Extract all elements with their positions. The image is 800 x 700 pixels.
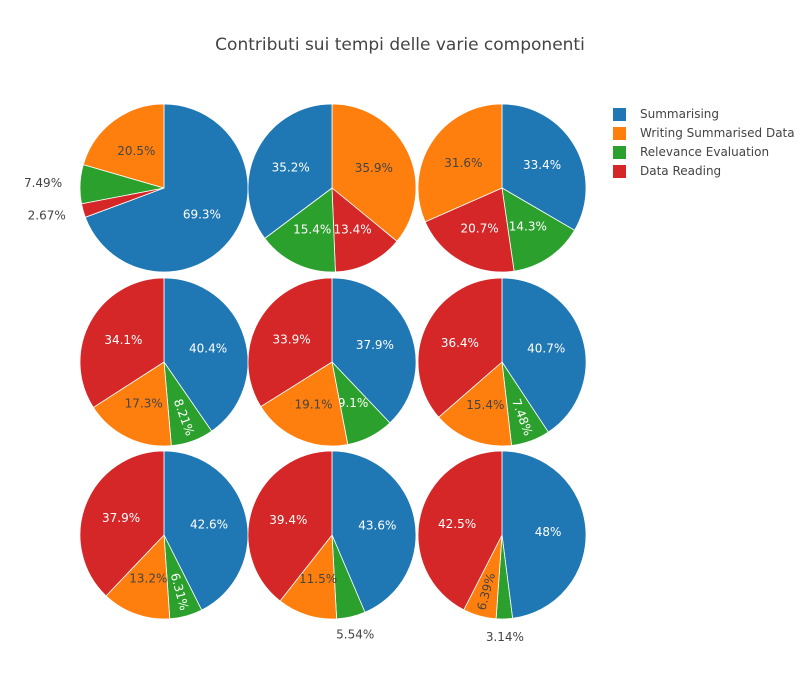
pie-1-label-summarising: 69.3% [183, 207, 221, 221]
pie-7-label-data-reading: 37.9% [102, 511, 140, 525]
legend-swatch [613, 146, 626, 159]
pie-5-label-relevance-evaluation: 9.1% [338, 396, 369, 410]
pie-5-slice-writing-summarised-data[interactable] [260, 361, 349, 447]
pie-6-label-summarising: 40.7% [527, 342, 565, 356]
pie-8-label-relevance-evaluation: 5.54% [336, 627, 374, 641]
pie-9-slice-summarising[interactable] [501, 450, 587, 619]
pie-7-label-summarising: 42.6% [190, 517, 228, 531]
pie-8-slice-data-reading[interactable] [247, 450, 333, 602]
pie-4: 40.4%8.21%17.3%34.1% [79, 277, 249, 447]
pie-5: 37.9% 9.1% 19.1% 33.9% [247, 277, 417, 447]
pie-2-slice-data-reading[interactable] [331, 187, 398, 273]
pie-8-label-summarising: 43.6% [358, 519, 396, 533]
legend-swatch [613, 165, 626, 178]
pie-1-slice-writing-summarised-data[interactable] [82, 103, 165, 189]
chart-title: Contributi sui tempi delle varie compone… [215, 35, 585, 55]
pie-6-slice-writing-summarised-data[interactable] [438, 361, 512, 447]
legend: Summarising Writing Summarised Data Releva… [613, 107, 795, 178]
pie-2: 35.9% 13.4%15.4% 35.2% [247, 103, 417, 273]
legend-item-relevance-evaluation[interactable]: Relevance Evaluation [613, 145, 769, 159]
pie-8-label-data-reading: 39.4% [269, 513, 307, 527]
pie-1-label-data-reading: 2.67% [28, 209, 66, 223]
pie-5-label-writing-summarised-data: 19.1% [294, 397, 332, 411]
pie-7-slice-data-reading[interactable] [79, 450, 165, 597]
pie-5-slice-data-reading[interactable] [247, 277, 333, 408]
legend-item-summarising[interactable]: Summarising [613, 107, 719, 121]
pie-4-slice-writing-summarised-data[interactable] [92, 361, 172, 447]
pie-9-label-data-reading: 42.5% [438, 517, 476, 531]
pie-9-label-summarising: 48% [535, 525, 562, 539]
pie-4-label-writing-summarised-data: 17.3% [125, 397, 163, 411]
pie-3-slice-relevance-evaluation[interactable] [501, 187, 576, 272]
pie-9: 48%3.14%6.39%42.5% [417, 450, 587, 644]
pies-layer: 69.3%2.67%7.49%20.5%35.9%13.4%15.4%35.2%… [24, 103, 587, 644]
legend-item-data-reading[interactable]: Data Reading [613, 164, 721, 178]
pie-2-slice-summarising[interactable] [247, 103, 333, 239]
pie-1-label-relevance-evaluation: 7.49% [24, 176, 62, 190]
pie-3-slice-data-reading[interactable] [424, 187, 515, 273]
pie-2-slice-relevance-evaluation[interactable] [264, 187, 336, 273]
pie-3-label-relevance-evaluation: 14.3% [509, 219, 547, 233]
pie-3-slice-writing-summarised-data[interactable] [417, 103, 503, 223]
pie-1-slice-summarising[interactable] [84, 103, 249, 273]
pie-9-label-relevance-evaluation: 3.14% [486, 630, 524, 644]
pie-3-label-writing-summarised-data: 31.6% [444, 156, 482, 170]
pie-4-label-data-reading: 34.1% [104, 333, 142, 347]
legend-label: Relevance Evaluation [640, 145, 769, 159]
pie-7-slice-summarising[interactable] [163, 450, 249, 611]
pie-5-label-data-reading: 33.9% [273, 333, 311, 347]
pie-2-label-writing-summarised-data: 35.9% [355, 161, 393, 175]
pie-3-label-summarising: 33.4% [523, 158, 561, 172]
pie-3-label-data-reading: 20.7% [461, 221, 499, 235]
pie-6-label-writing-summarised-data: 15.4% [466, 398, 504, 412]
legend-label: Writing Summarised Data [640, 126, 795, 140]
pie-1: 69.3% 2.67% 7.49% 20.5% [24, 103, 249, 273]
pie-7-label-writing-summarised-data: 13.2% [129, 572, 167, 586]
pie-6-label-data-reading: 36.4% [441, 336, 479, 350]
legend-label: Summarising [640, 107, 719, 121]
pie-6-slice-data-reading[interactable] [417, 277, 503, 418]
pie-4-slice-data-reading[interactable] [79, 277, 165, 408]
pie-9-slice-data-reading[interactable] [417, 450, 503, 611]
legend-item-writing-summarised-data[interactable]: Writing Summarised Data [613, 126, 795, 140]
pie-8-label-writing-summarised-data: 11.5% [299, 572, 337, 586]
pie-4-slice-summarising[interactable] [163, 277, 249, 432]
pie-2-label-summarising: 35.2% [272, 160, 310, 174]
pie-4-label-summarising: 40.4% [189, 341, 227, 355]
pie-7-slice-writing-summarised-data[interactable] [105, 534, 171, 620]
pie-3-slice-summarising[interactable] [501, 103, 587, 231]
pie-5-label-summarising: 37.9% [356, 338, 394, 352]
pie-8-slice-summarising[interactable] [331, 450, 417, 613]
pie-6: 40.7%7.48%15.4%36.4% [417, 277, 587, 447]
legend-label: Data Reading [640, 164, 721, 178]
pie-7: 42.6%6.31%13.2%37.9% [79, 450, 249, 620]
pie-8: 43.6% 5.54% 11.5% 39.4% [247, 450, 417, 641]
pie-2-slice-writing-summarised-data[interactable] [331, 103, 417, 242]
pie-1-label-writing-summarised-data: 20.5% [117, 144, 155, 158]
pie-5-slice-summarising[interactable] [331, 277, 417, 424]
pie-2-label-relevance-evaluation: 15.4% [293, 223, 331, 237]
pie-3: 33.4% 14.3% 20.7% 31.6% [417, 103, 587, 273]
legend-swatch [613, 127, 626, 140]
pie-2-label-data-reading: 13.4% [334, 222, 372, 236]
legend-swatch [613, 108, 626, 121]
